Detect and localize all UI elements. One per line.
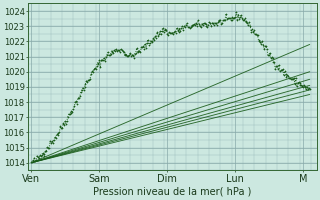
X-axis label: Pression niveau de la mer( hPa ): Pression niveau de la mer( hPa )	[93, 187, 252, 197]
